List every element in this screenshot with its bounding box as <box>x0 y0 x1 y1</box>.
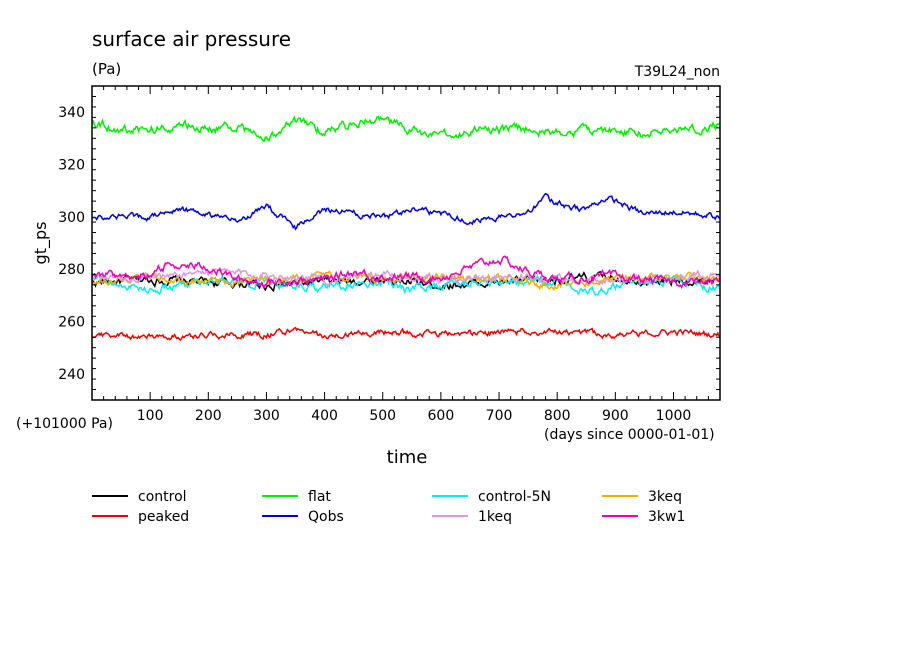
y-tick-label: 280 <box>58 262 85 278</box>
series-line-control <box>91 270 721 293</box>
legend-label: control <box>138 489 187 505</box>
legend: control flat control-5N 3keq peaked Qobs 1keq 3… <box>92 489 685 525</box>
x-tick-label: 800 <box>544 408 571 424</box>
x-tick-label: 400 <box>311 408 338 424</box>
legend-label: flat <box>308 489 331 505</box>
chart-title: surface air pressure <box>92 27 291 51</box>
y-tick-label: 300 <box>58 210 85 226</box>
x-tick-label: 700 <box>486 408 513 424</box>
legend-label: 3keq <box>648 489 682 505</box>
x-tick-label: 900 <box>602 408 629 424</box>
y-offset-note: (+101000 Pa) <box>16 416 113 432</box>
y-tick-label: 240 <box>58 367 85 383</box>
y-axis-label: gt_ps <box>31 222 51 265</box>
x-units-note: (days since 0000-01-01) <box>544 427 715 443</box>
series-line-3keq <box>91 270 721 292</box>
y-tick-label: 340 <box>58 105 85 121</box>
series-line-flat <box>91 115 721 143</box>
legend-label: Qobs <box>308 509 344 525</box>
legend-label: 1keq <box>478 509 512 525</box>
x-tick-label: 1000 <box>656 408 692 424</box>
y-tick-label: 320 <box>58 158 85 174</box>
x-tick-label: 200 <box>195 408 222 424</box>
x-axis-label: time <box>387 447 428 468</box>
axes-layer: 100 200 300 400 500 600 700 800 900 1000 240 260 280… <box>58 86 720 424</box>
series-line-qobs <box>91 192 721 231</box>
chart-unit: (Pa) <box>92 60 121 78</box>
series-layer <box>91 115 721 342</box>
series-line-1keq <box>91 267 721 286</box>
y-tick-label: 260 <box>58 315 85 331</box>
x-tick-label: 500 <box>369 408 396 424</box>
legend-label: control-5N <box>478 489 551 505</box>
x-tick-label: 300 <box>253 408 280 424</box>
x-tick-label: 600 <box>428 408 455 424</box>
legend-label: peaked <box>138 509 189 525</box>
run-label: T39L24_non <box>634 64 720 80</box>
x-tick-label: 100 <box>137 408 164 424</box>
series-line-peaked <box>91 326 721 342</box>
series-line-3kw1 <box>91 255 721 290</box>
legend-label: 3kw1 <box>648 509 685 525</box>
